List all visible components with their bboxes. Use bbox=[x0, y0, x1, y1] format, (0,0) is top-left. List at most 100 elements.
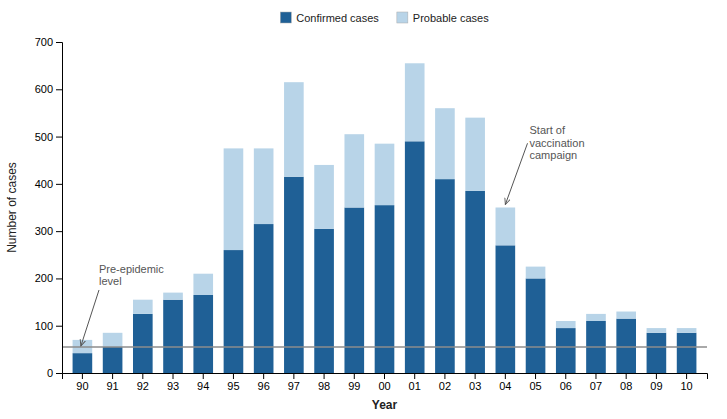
annotation-line: campaign bbox=[530, 149, 578, 161]
bar bbox=[405, 63, 425, 141]
y-tick-mark bbox=[56, 373, 62, 374]
legend-item: Probable cases bbox=[397, 12, 489, 24]
y-tick: 500 bbox=[35, 131, 62, 143]
bar bbox=[284, 177, 304, 373]
y-tick-mark bbox=[56, 42, 62, 43]
annotation-line: vaccination bbox=[530, 137, 585, 149]
legend-swatch bbox=[397, 12, 408, 23]
bar bbox=[224, 148, 244, 250]
bar bbox=[344, 208, 364, 374]
bar bbox=[465, 118, 485, 191]
x-tick-mark bbox=[505, 373, 506, 379]
x-tick-mark bbox=[565, 373, 566, 379]
y-tick: 0 bbox=[47, 367, 62, 379]
annotation-line: Start of bbox=[530, 124, 566, 136]
x-tick-label: 98 bbox=[318, 380, 330, 392]
annotation-arrow bbox=[81, 290, 99, 346]
x-tick: 07 bbox=[590, 373, 602, 392]
bar bbox=[616, 312, 636, 319]
bar bbox=[133, 314, 153, 373]
series bbox=[73, 141, 697, 373]
bar bbox=[526, 267, 546, 279]
x-tick: 90 bbox=[76, 373, 88, 392]
y-tick: 100 bbox=[35, 320, 62, 332]
bar bbox=[465, 191, 485, 373]
x-tick-label: 08 bbox=[620, 380, 632, 392]
bar bbox=[193, 274, 213, 295]
y-tick-mark bbox=[56, 184, 62, 185]
x-tick-mark bbox=[595, 373, 596, 379]
y-tick-label: 200 bbox=[35, 272, 53, 284]
marks bbox=[62, 63, 707, 373]
x-tick-label: 96 bbox=[258, 380, 270, 392]
x-tick: 00 bbox=[378, 373, 390, 392]
x-tick-mark bbox=[142, 373, 143, 379]
bar bbox=[254, 148, 274, 224]
y-tick: 300 bbox=[35, 225, 62, 237]
bar bbox=[677, 328, 697, 333]
bar bbox=[314, 229, 334, 373]
x-tick-label: 92 bbox=[137, 380, 149, 392]
x-tick-mark bbox=[263, 373, 264, 379]
bar bbox=[435, 108, 455, 179]
x-tick: 93 bbox=[167, 373, 179, 392]
legend-swatch bbox=[280, 12, 291, 23]
x-tick-label: 02 bbox=[439, 380, 451, 392]
series bbox=[73, 63, 697, 353]
x-tick: 03 bbox=[469, 373, 481, 392]
bar bbox=[103, 333, 123, 347]
x-tick-label: 90 bbox=[76, 380, 88, 392]
bar bbox=[163, 293, 183, 300]
bar bbox=[344, 134, 364, 207]
y-tick-label: 0 bbox=[47, 367, 53, 379]
bar bbox=[375, 205, 395, 373]
x-tick: 04 bbox=[499, 373, 511, 392]
x-tick-label: 03 bbox=[469, 380, 481, 392]
bar bbox=[677, 333, 697, 373]
x-tick: 94 bbox=[197, 373, 209, 392]
y-tick-label: 500 bbox=[35, 131, 53, 143]
y-tick-mark bbox=[56, 278, 62, 279]
x-tick-mark bbox=[475, 373, 476, 379]
x-tick-label: 01 bbox=[409, 380, 421, 392]
bar bbox=[103, 347, 123, 373]
x-tick-label: 09 bbox=[650, 380, 662, 392]
x-tick-mark bbox=[203, 373, 204, 379]
y-tick-mark bbox=[56, 137, 62, 138]
bar bbox=[435, 179, 455, 373]
x-tick-label: 93 bbox=[167, 380, 179, 392]
bar bbox=[193, 295, 213, 373]
bar bbox=[254, 224, 274, 373]
x-axis: 9091929394959697989900010203040506070809… bbox=[63, 373, 708, 392]
annotations: Pre-epidemiclevelStart ofvaccinationcamp… bbox=[81, 124, 585, 346]
x-tick-label: 05 bbox=[529, 380, 541, 392]
x-tick: 99 bbox=[348, 373, 360, 392]
x-tick-mark bbox=[535, 373, 536, 379]
annotation: Start ofvaccinationcampaign bbox=[530, 124, 585, 161]
bar bbox=[496, 208, 516, 246]
bar bbox=[556, 328, 576, 373]
bar bbox=[647, 333, 667, 373]
legend-label: Confirmed cases bbox=[296, 12, 379, 24]
y-tick: 400 bbox=[35, 178, 62, 190]
x-tick-mark bbox=[444, 373, 445, 379]
bar bbox=[73, 353, 93, 373]
bar bbox=[284, 82, 304, 177]
plot: 0100200300400500600700909192939495969798… bbox=[35, 36, 708, 392]
bar bbox=[647, 328, 667, 333]
x-tick: 02 bbox=[439, 373, 451, 392]
chart: 0100200300400500600700909192939495969798… bbox=[0, 0, 727, 419]
bar bbox=[526, 278, 546, 373]
y-tick-label: 100 bbox=[35, 320, 53, 332]
reference-line bbox=[62, 346, 707, 348]
x-tick-label: 06 bbox=[560, 380, 572, 392]
x-tick-label: 04 bbox=[499, 380, 511, 392]
bar bbox=[375, 144, 395, 205]
x-tick: 05 bbox=[529, 373, 541, 392]
y-axis-line bbox=[56, 43, 63, 374]
x-tick-label: 91 bbox=[106, 380, 118, 392]
x-tick-mark bbox=[324, 373, 325, 379]
y-tick-label: 700 bbox=[35, 36, 53, 48]
x-tick-label: 97 bbox=[288, 380, 300, 392]
legend: Confirmed cases Probable cases bbox=[280, 12, 489, 24]
